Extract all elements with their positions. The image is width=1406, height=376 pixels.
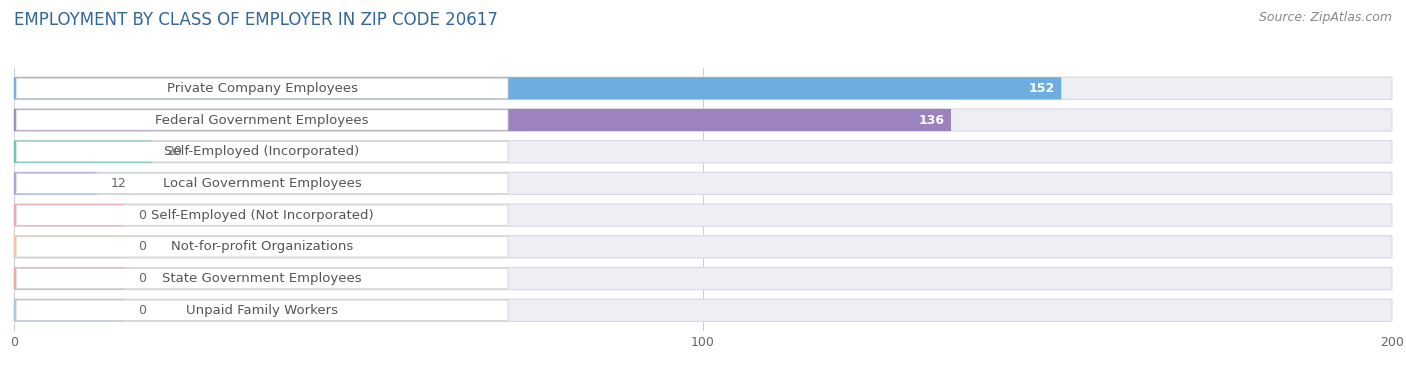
Text: Self-Employed (Incorporated): Self-Employed (Incorporated) [165,145,360,158]
FancyBboxPatch shape [14,109,1392,131]
Text: 0: 0 [138,209,146,221]
FancyBboxPatch shape [14,141,1392,163]
Text: Source: ZipAtlas.com: Source: ZipAtlas.com [1258,11,1392,24]
FancyBboxPatch shape [14,204,124,226]
FancyBboxPatch shape [15,142,508,162]
Text: Local Government Employees: Local Government Employees [163,177,361,190]
Text: 0: 0 [138,240,146,253]
FancyBboxPatch shape [15,237,508,257]
FancyBboxPatch shape [14,299,124,321]
Text: 136: 136 [918,114,945,126]
FancyBboxPatch shape [15,78,508,99]
FancyBboxPatch shape [14,141,152,163]
Text: 0: 0 [138,272,146,285]
FancyBboxPatch shape [15,173,508,194]
FancyBboxPatch shape [14,204,1392,226]
Text: 12: 12 [111,177,127,190]
FancyBboxPatch shape [14,299,1392,321]
FancyBboxPatch shape [15,205,508,225]
Text: State Government Employees: State Government Employees [162,272,361,285]
FancyBboxPatch shape [14,236,1392,258]
Text: 20: 20 [166,145,181,158]
Text: Not-for-profit Organizations: Not-for-profit Organizations [172,240,353,253]
Text: 152: 152 [1028,82,1054,95]
FancyBboxPatch shape [15,110,508,130]
Text: Self-Employed (Not Incorporated): Self-Employed (Not Incorporated) [150,209,374,221]
FancyBboxPatch shape [14,109,950,131]
Text: Unpaid Family Workers: Unpaid Family Workers [186,304,337,317]
FancyBboxPatch shape [14,172,97,194]
FancyBboxPatch shape [14,267,124,290]
Text: Private Company Employees: Private Company Employees [166,82,357,95]
Text: Federal Government Employees: Federal Government Employees [155,114,368,126]
FancyBboxPatch shape [14,172,1392,194]
FancyBboxPatch shape [14,236,124,258]
FancyBboxPatch shape [15,300,508,320]
FancyBboxPatch shape [14,77,1392,99]
Text: 0: 0 [138,304,146,317]
FancyBboxPatch shape [15,268,508,289]
Text: EMPLOYMENT BY CLASS OF EMPLOYER IN ZIP CODE 20617: EMPLOYMENT BY CLASS OF EMPLOYER IN ZIP C… [14,11,498,29]
FancyBboxPatch shape [14,77,1062,99]
FancyBboxPatch shape [14,267,1392,290]
